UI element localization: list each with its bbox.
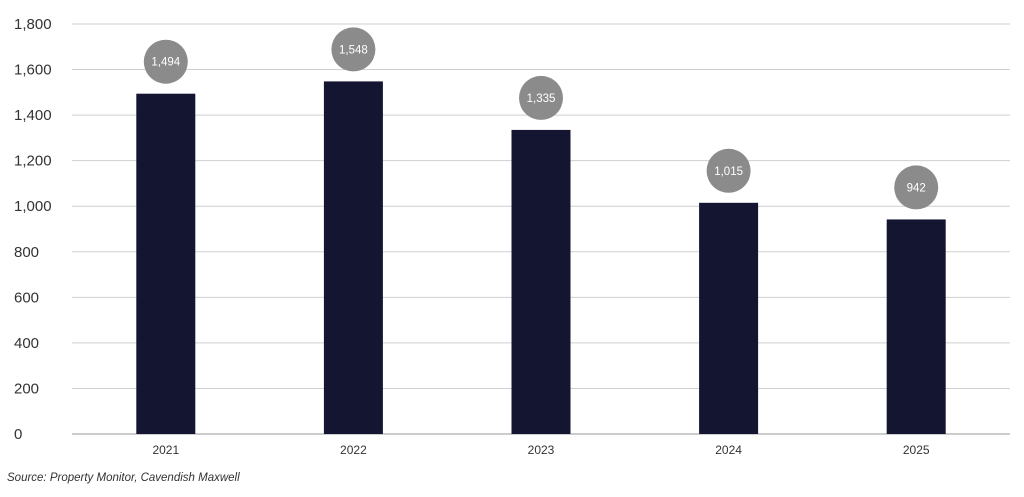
x-tick-label: 2021 (152, 443, 179, 457)
y-tick-label: 1,600 (14, 62, 52, 79)
bar-chart: 0 200 400 600 800 1,000 1,200 1,400 1,600 1,800 20… (14, 16, 1010, 457)
data-label: 1,494 (151, 57, 180, 69)
data-label: 1,015 (714, 166, 743, 178)
bar (323, 81, 383, 435)
bar (136, 93, 196, 434)
data-label-bubble (519, 75, 563, 120)
data-label-bubble (331, 27, 376, 72)
y-tick-label: 1,400 (14, 107, 52, 124)
data-label-bubble (143, 39, 188, 84)
y-tick-label: 600 (14, 289, 39, 306)
y-tick-label: 0 (14, 426, 22, 443)
data-label: 1,335 (527, 93, 556, 105)
y-tick-label: 200 (14, 380, 39, 397)
x-tick-label: 2022 (340, 443, 367, 457)
y-tick-label: 800 (14, 244, 39, 261)
y-tick-label: 1,800 (14, 16, 52, 33)
y-tick-label: 1,000 (14, 198, 52, 215)
y-tick-label: 400 (14, 335, 39, 352)
data-label: 942 (907, 182, 926, 194)
data-label: 1,548 (339, 44, 368, 56)
x-tick-label: 2024 (715, 443, 742, 457)
x-tick-label: 2025 (903, 443, 930, 457)
bar (699, 202, 759, 434)
data-label-bubble (894, 165, 939, 210)
data-label-bubble (706, 148, 751, 193)
bar (511, 129, 571, 434)
x-tick-label: 2023 (528, 443, 555, 457)
source-note: Source: Property Monitor, Cavendish Maxw… (7, 472, 240, 484)
bar (886, 219, 946, 434)
y-tick-label: 1,200 (14, 153, 52, 170)
